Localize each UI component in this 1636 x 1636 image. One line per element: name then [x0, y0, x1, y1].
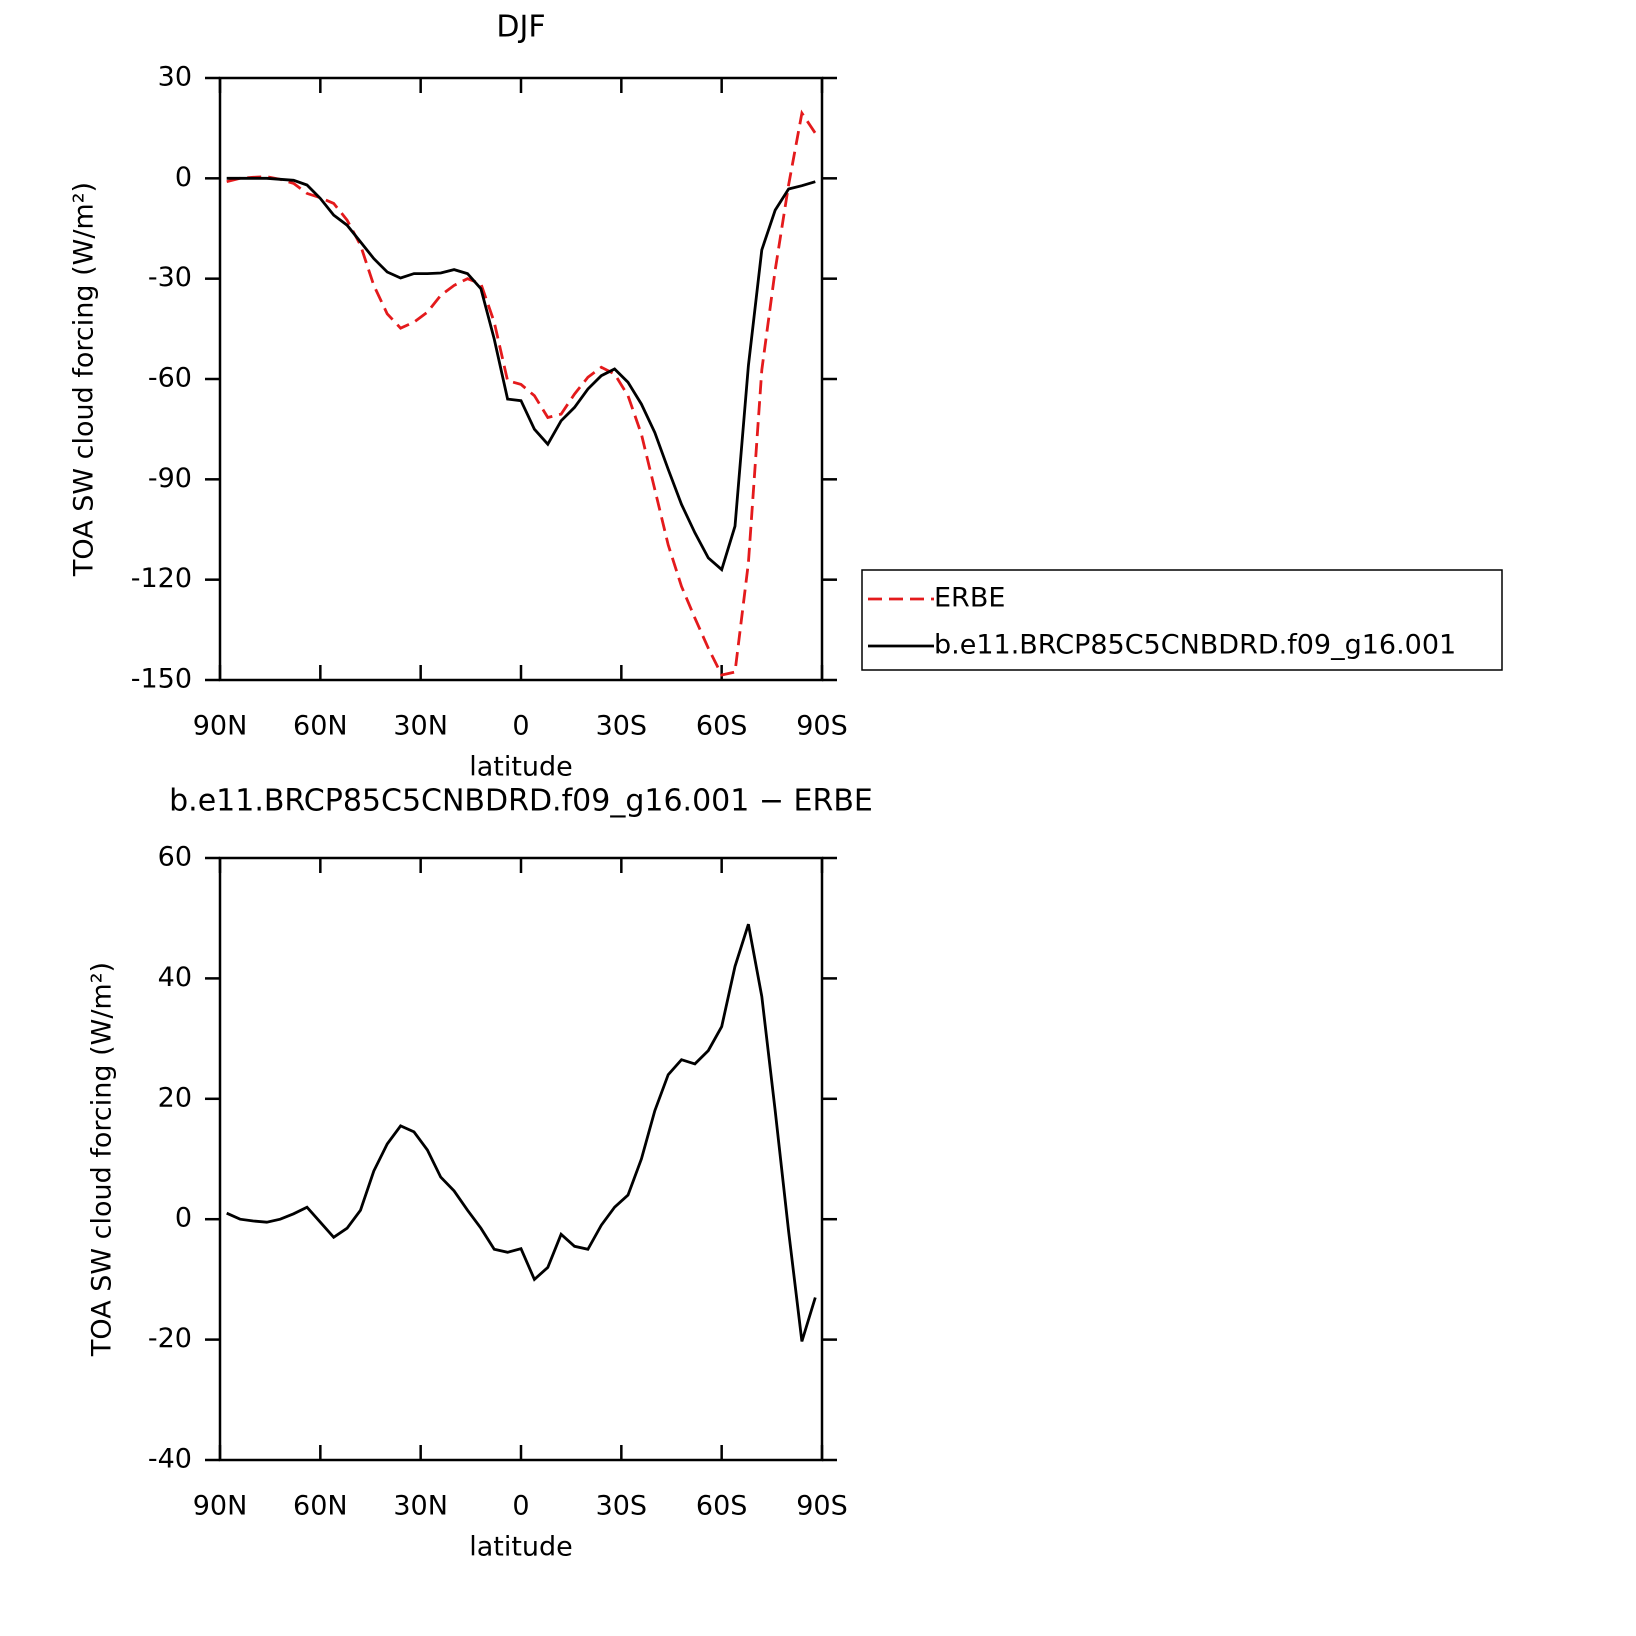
y-tick-label: 30: [158, 62, 192, 93]
y-tick-label: 40: [158, 962, 192, 993]
y-tick-label: -30: [148, 262, 192, 293]
y-tick-label: -60: [148, 363, 192, 394]
y-axis-label: TOA SW cloud forcing (W/m²): [69, 182, 100, 577]
y-tick-label: 0: [175, 1203, 192, 1234]
x-axis-label: latitude: [469, 752, 573, 783]
y-tick-label: -40: [148, 1444, 192, 1475]
legend-box: [861, 569, 1503, 671]
y-tick-label: -120: [131, 563, 192, 594]
x-tick-label: 60N: [293, 1491, 348, 1522]
plot-frame: [218, 76, 824, 682]
x-tick-label: 90N: [193, 711, 248, 742]
chart-title: DJF: [496, 10, 545, 45]
y-tick-label: -150: [131, 664, 192, 695]
y-axis-label: TOA SW cloud forcing (W/m²): [87, 962, 118, 1357]
x-tick-label: 90N: [193, 1491, 248, 1522]
plot-frame: [218, 856, 824, 1462]
x-tick-label: 30N: [393, 1491, 448, 1522]
y-tick-label: -90: [148, 463, 192, 494]
x-tick-label: 60S: [696, 711, 748, 742]
x-tick-label: 60S: [696, 1491, 748, 1522]
x-tick-label: 90S: [796, 711, 848, 742]
legend-label: b.e11.BRCP85C5CNBDRD.f09_g16.001: [934, 630, 1456, 661]
y-tick-label: 0: [175, 162, 192, 193]
legend: ERBE b.e11.BRCP85C5CNBDRD.f09_g16.001: [861, 569, 1503, 671]
x-tick-label: 60N: [293, 711, 348, 742]
x-tick-label: 90S: [796, 1491, 848, 1522]
data-line: [226, 109, 817, 677]
x-tick-label: 30S: [596, 711, 648, 742]
x-tick-label: 30S: [596, 1491, 648, 1522]
x-axis-label: latitude: [469, 1532, 573, 1563]
y-tick-label: -20: [148, 1323, 192, 1354]
x-tick-label: 30N: [393, 711, 448, 742]
x-tick-label: 0: [512, 711, 529, 742]
data-line: [226, 176, 816, 573]
y-tick-label: 60: [158, 842, 192, 873]
legend-label: ERBE: [934, 583, 1005, 614]
y-tick-label: 20: [158, 1082, 192, 1113]
data-line: [226, 923, 817, 1342]
x-tick-label: 0: [512, 1491, 529, 1522]
chart-title: b.e11.BRCP85C5CNBDRD.f09_g16.001 − ERBE: [169, 784, 873, 819]
